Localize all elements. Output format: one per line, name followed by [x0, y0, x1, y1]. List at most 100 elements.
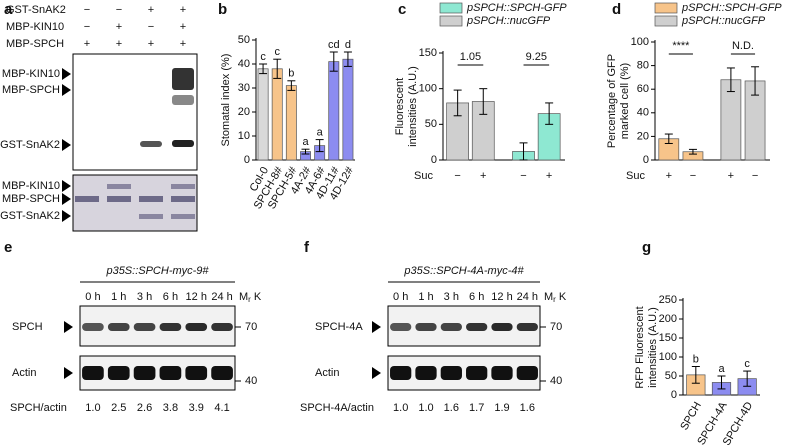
y-tick-label: 50	[238, 34, 250, 46]
panel-letter: a	[4, 1, 13, 18]
error-bar	[519, 142, 528, 161]
error-bar	[343, 51, 352, 67]
gel-label: GST-SnAK2	[0, 210, 60, 222]
mr-unit: K	[559, 291, 567, 303]
error-bar	[751, 66, 760, 96]
marker: 40	[245, 375, 257, 387]
error-bar	[691, 366, 700, 384]
time-label: 0 h	[85, 291, 100, 303]
row-label: GST-SnAK2	[6, 4, 66, 16]
ratio: 2.5	[111, 402, 126, 414]
mr-unit: K	[254, 291, 262, 303]
arrowhead	[372, 321, 381, 333]
marker: 40	[550, 375, 562, 387]
bar	[271, 68, 283, 161]
band	[133, 323, 156, 331]
error-bar	[301, 148, 310, 155]
x-tick-label: SPCH	[678, 400, 704, 433]
y-tick-label: 20	[238, 106, 250, 118]
group-letter: b	[288, 68, 294, 80]
y-axis-label: intensities (A.U.)	[407, 66, 419, 147]
blot	[79, 355, 236, 391]
panel-letter: d	[612, 1, 621, 18]
y-tick-label: 100	[419, 83, 437, 95]
legend-label: pSPCH::SPCH-GFP	[681, 2, 782, 14]
row-label: MBP-SPCH	[6, 38, 64, 50]
x-tick-label: +	[728, 170, 734, 182]
band-label: Actin	[315, 367, 339, 379]
mr-label: Mr K	[544, 291, 567, 304]
y-axis-label: Fluorescent	[394, 78, 406, 135]
y-tick-label: 0	[244, 154, 250, 166]
bar	[285, 85, 297, 161]
sign: −	[148, 21, 154, 33]
y-tick-label: 40	[637, 107, 649, 119]
legend-swatch	[439, 2, 463, 14]
group-letter: a	[718, 363, 725, 375]
band	[171, 184, 195, 189]
bar	[328, 61, 340, 161]
error-bar	[545, 102, 554, 125]
x-axis-label: Suc	[414, 170, 433, 182]
ratio: 2.6	[137, 402, 152, 414]
band	[159, 323, 182, 331]
group-letter: cd	[328, 39, 340, 51]
blot-label: MBP-KIN10	[2, 68, 60, 80]
marker: 70	[245, 321, 257, 333]
band	[211, 366, 233, 380]
band	[185, 323, 208, 331]
arrowhead	[372, 367, 381, 379]
band	[140, 141, 162, 147]
y-tick-label: 10	[238, 130, 250, 142]
time-label: 1 h	[111, 291, 126, 303]
band	[211, 323, 233, 331]
error-bar	[453, 89, 462, 117]
legend-label: pSPCH::nucGFP	[466, 15, 551, 27]
x-axis-label: Suc	[626, 170, 645, 182]
band	[107, 323, 130, 331]
mr-sub: r	[553, 295, 556, 304]
band	[466, 323, 488, 331]
ratio: 1.6	[444, 402, 459, 414]
sign: +	[148, 38, 154, 50]
y-axis-label: intensities (A.U.)	[647, 307, 659, 388]
panel-letter: b	[218, 1, 227, 18]
y-tick-label: 0	[643, 154, 649, 166]
y-tick-label: 100	[631, 36, 649, 48]
time-label: 12 h	[491, 291, 512, 303]
marker: 70	[550, 321, 562, 333]
band	[159, 366, 182, 380]
y-axis-label: Stomatal index (%)	[220, 54, 232, 147]
error-bar	[273, 58, 282, 79]
y-axis-label: marked cell (%)	[619, 63, 631, 139]
x-tick-label: +	[480, 170, 486, 182]
band	[82, 323, 104, 331]
annotation: 1.05	[460, 51, 481, 63]
annotation: N.D.	[732, 40, 754, 52]
ratio: 4.1	[214, 402, 229, 414]
mr: M	[544, 291, 553, 303]
band	[466, 366, 488, 380]
y-tick-label: 50	[665, 370, 677, 382]
band	[516, 366, 538, 380]
y-tick-label: 0	[671, 389, 677, 401]
time-label: 24 h	[517, 291, 538, 303]
arrowhead	[62, 180, 71, 192]
band-label: Actin	[12, 367, 36, 379]
gel-label: MBP-KIN10	[2, 180, 60, 192]
y-axis-label: Percentage of GFP	[606, 54, 618, 148]
group-letter: a	[302, 136, 309, 148]
bar	[257, 68, 269, 161]
group-letter: c	[260, 51, 266, 63]
band	[491, 366, 513, 380]
legend-label: pSPCH::nucGFP	[681, 15, 766, 27]
error-bar	[726, 67, 735, 93]
band	[139, 196, 163, 202]
band	[171, 196, 195, 202]
arrowhead	[62, 193, 71, 205]
blot	[387, 305, 541, 347]
ratio: 1.0	[393, 402, 408, 414]
ratio: 1.6	[520, 402, 535, 414]
band	[172, 95, 194, 105]
band	[491, 323, 513, 331]
